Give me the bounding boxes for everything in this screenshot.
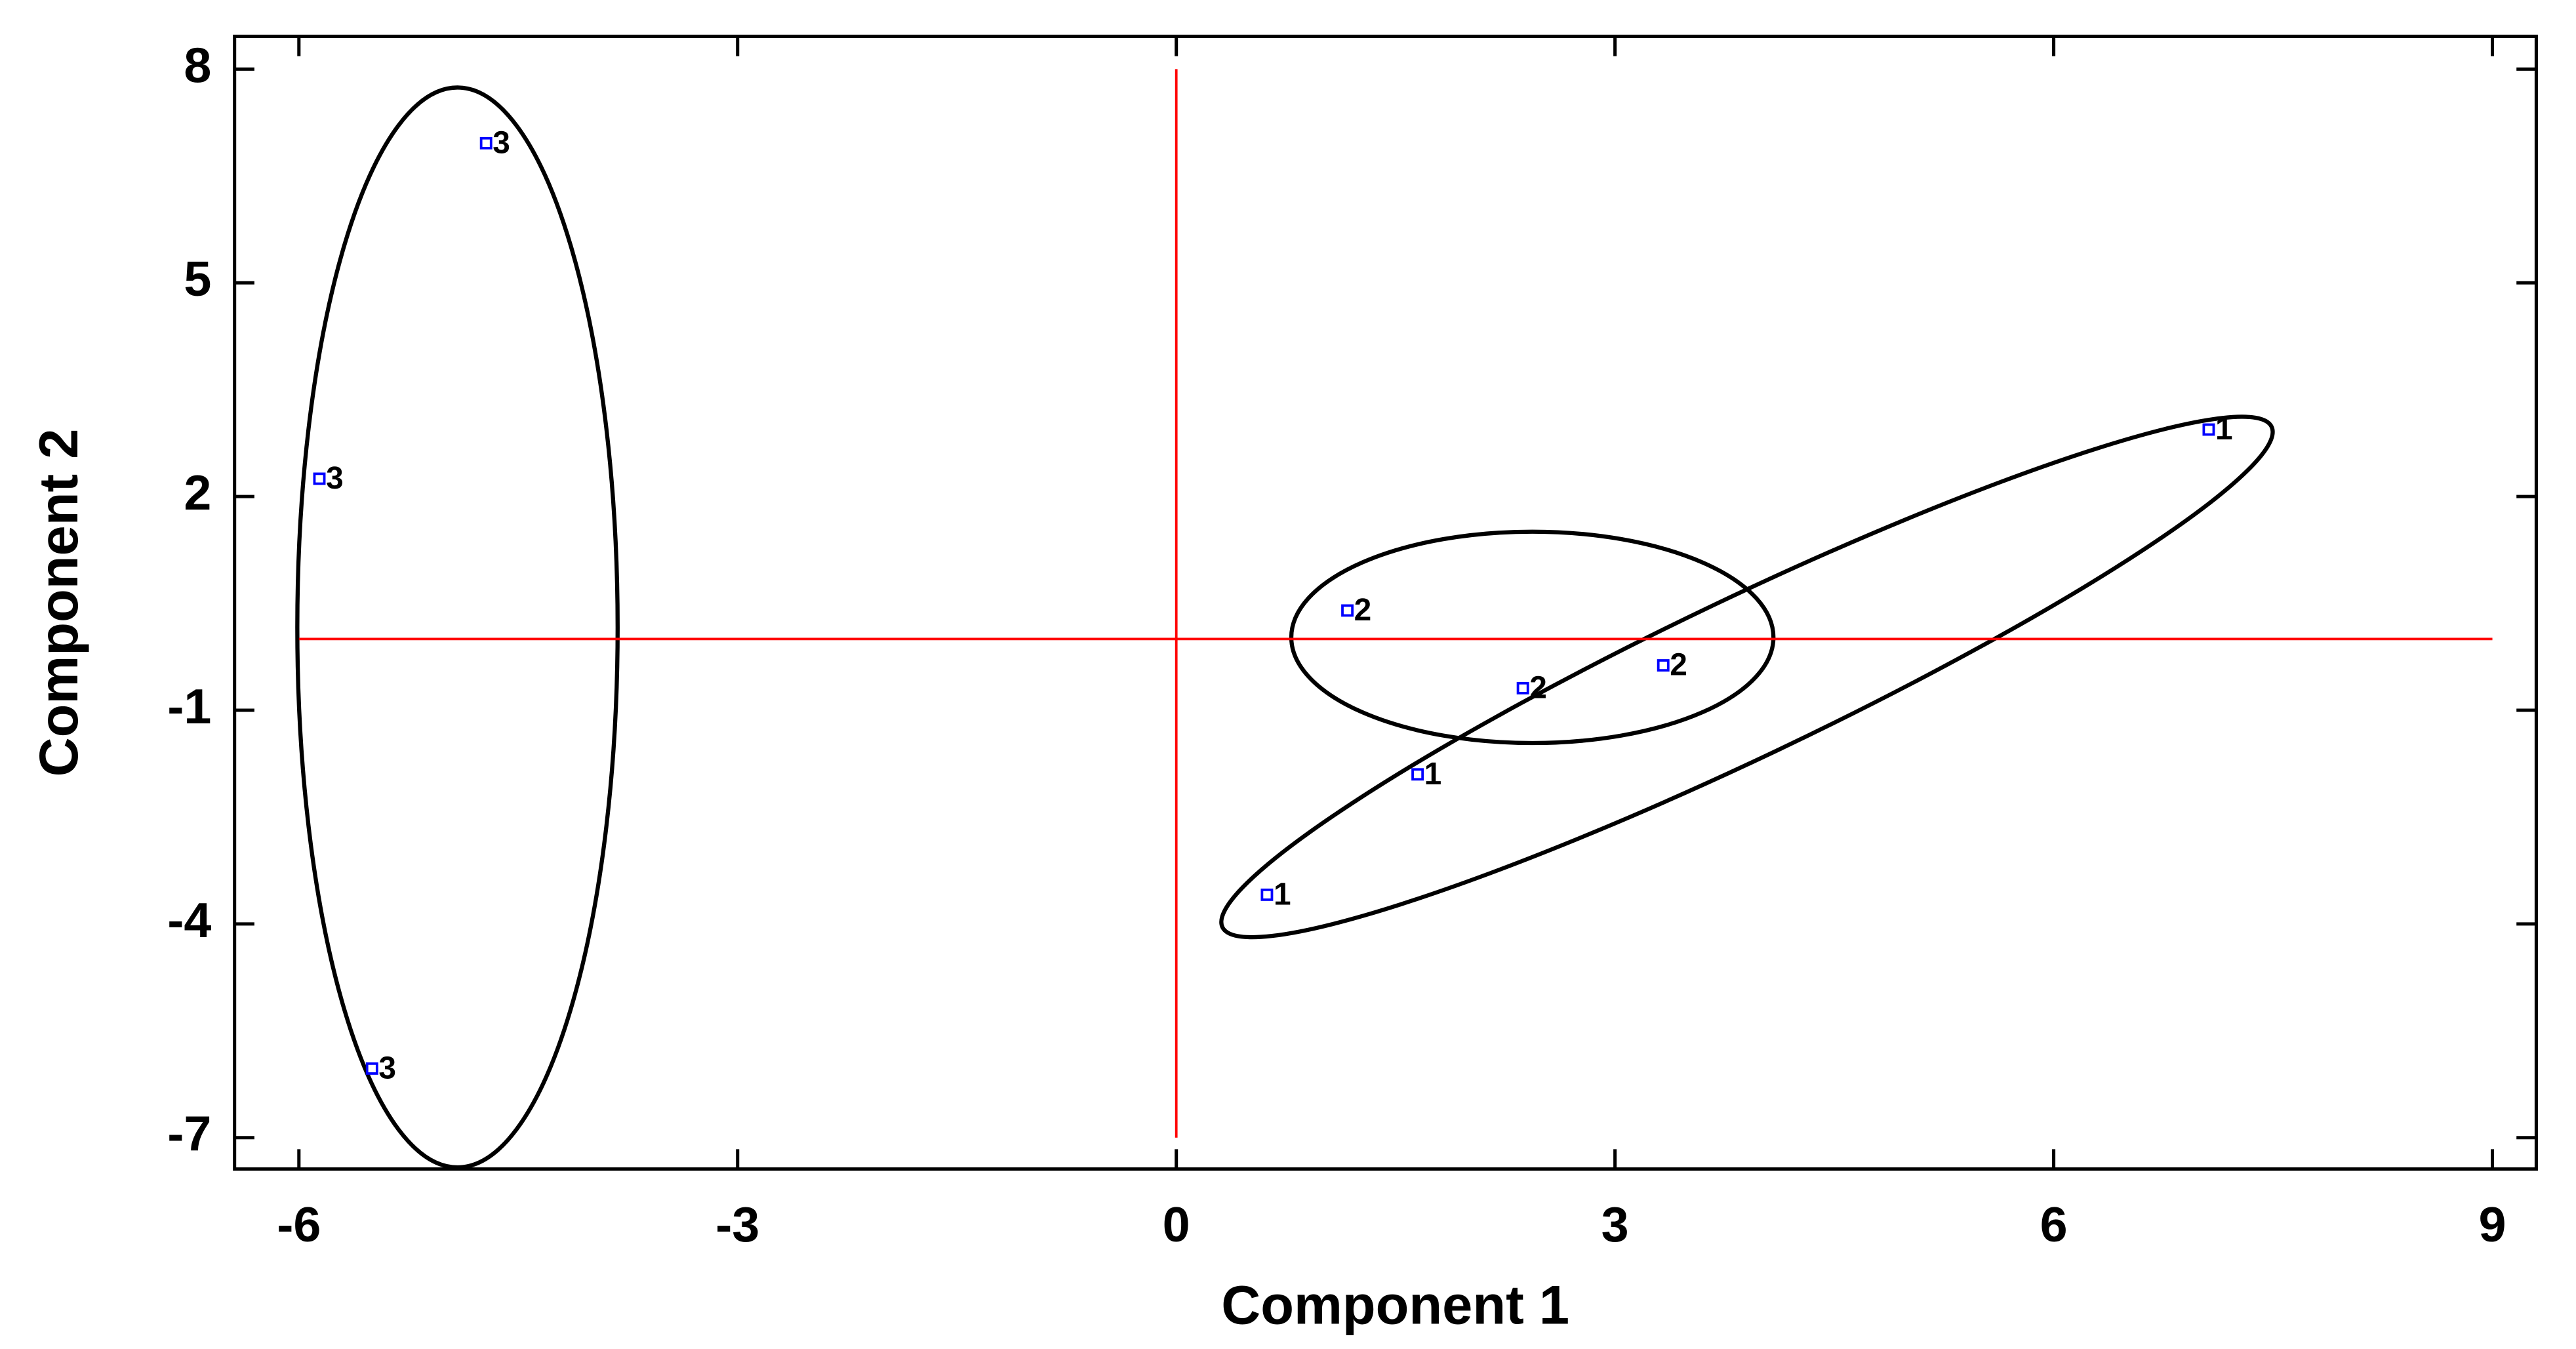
y-axis-title: Component 2 (28, 429, 89, 777)
ellipse (1289, 529, 1776, 746)
y-tick-label: 8 (184, 38, 211, 93)
point (479, 136, 493, 150)
x-tick-label: 6 (2040, 1198, 2068, 1253)
point-label: 2 (1354, 593, 1372, 628)
ellipses (295, 85, 2275, 1170)
point (2202, 423, 2215, 436)
x-tick-label: -3 (715, 1198, 759, 1253)
point-label: 3 (493, 125, 510, 160)
ellipse (1219, 414, 2275, 940)
point (1411, 768, 1424, 781)
point (1516, 681, 1529, 695)
point (313, 472, 326, 485)
point (1341, 604, 1354, 617)
ellipse (295, 85, 620, 1170)
point-label: 2 (1670, 648, 1687, 683)
x-tick-label: 0 (1163, 1198, 1190, 1253)
point-label: 1 (1274, 877, 1291, 912)
x-tick-label: 3 (1601, 1198, 1629, 1253)
point-label: 2 (1529, 670, 1547, 705)
x-axis-title: Component 1 (1221, 1275, 1569, 1336)
point (1260, 888, 1274, 901)
plot-frame (233, 34, 2538, 1171)
point-label: 3 (326, 461, 344, 496)
point (1657, 659, 1670, 672)
y-tick-label: -7 (167, 1107, 211, 1162)
x-tick-label: -6 (277, 1198, 321, 1253)
point-label: 3 (378, 1051, 396, 1086)
point (365, 1062, 378, 1075)
x-tick-label: 9 (2479, 1198, 2506, 1253)
y-tick-label: -1 (167, 679, 211, 735)
y-tick-label: -4 (167, 893, 211, 948)
y-tick-label: 5 (184, 252, 211, 307)
point-label: 1 (2215, 412, 2233, 447)
y-tick-label: 2 (184, 466, 211, 521)
point-label: 1 (1424, 757, 1442, 792)
